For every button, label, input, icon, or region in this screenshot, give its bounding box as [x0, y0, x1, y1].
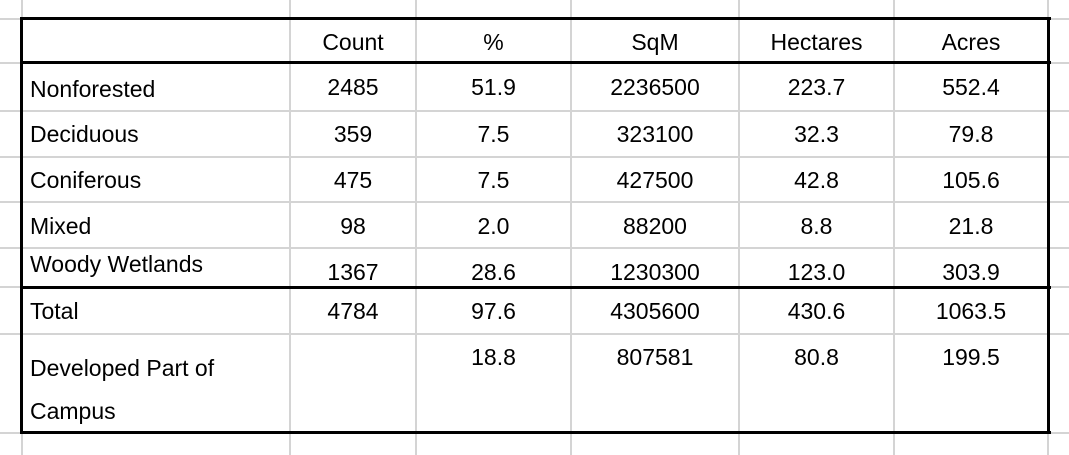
- gridline-horizontal: [0, 247, 1069, 249]
- row-label[interactable]: Deciduous: [30, 121, 139, 147]
- gridline-vertical: [570, 0, 572, 455]
- gridline-horizontal: [0, 110, 1069, 112]
- gridline-horizontal: [0, 333, 1069, 335]
- table-cell[interactable]: 97.6: [471, 298, 516, 324]
- table-cell[interactable]: 79.8: [948, 121, 994, 147]
- row-label[interactable]: Developed Part of Campus: [30, 355, 215, 424]
- gridline-horizontal: [0, 201, 1069, 203]
- table-border-total-top: [20, 286, 1051, 289]
- gridline-vertical: [738, 0, 740, 455]
- table-cell[interactable]: 1063.5: [935, 298, 1007, 324]
- table-border-left: [20, 17, 23, 434]
- table-cell[interactable]: 32.3: [794, 121, 839, 147]
- table-cell[interactable]: 51.9: [471, 74, 516, 100]
- gridline-horizontal: [0, 156, 1069, 158]
- table-cell[interactable]: 18.8: [471, 344, 516, 370]
- table-cell[interactable]: 359: [333, 121, 373, 147]
- column-header[interactable]: Hectares: [770, 29, 863, 55]
- row-label[interactable]: Coniferous: [30, 167, 142, 193]
- row-label[interactable]: Mixed: [30, 213, 92, 239]
- row-label[interactable]: Woody Wetlands: [30, 251, 204, 277]
- column-header[interactable]: SqM: [631, 29, 679, 55]
- table-cell[interactable]: 807581: [616, 344, 694, 370]
- table-cell[interactable]: 4305600: [610, 298, 700, 324]
- table-cell[interactable]: 2485: [327, 74, 379, 100]
- column-header[interactable]: Count: [322, 29, 384, 55]
- table-cell[interactable]: 199.5: [942, 344, 1000, 370]
- table-cell[interactable]: 42.8: [794, 167, 839, 193]
- table-cell[interactable]: 88200: [623, 213, 687, 239]
- table-cell[interactable]: 427500: [616, 167, 694, 193]
- row-label[interactable]: Total: [30, 298, 79, 324]
- table-cell[interactable]: 1230300: [610, 259, 700, 285]
- table-cell[interactable]: 7.5: [477, 121, 510, 147]
- table-cell[interactable]: 123.0: [787, 259, 846, 285]
- table-cell[interactable]: 21.8: [948, 213, 994, 239]
- table-cell[interactable]: 430.6: [787, 298, 846, 324]
- gridline-vertical: [893, 0, 895, 455]
- table-cell[interactable]: 323100: [616, 121, 694, 147]
- table-cell[interactable]: 223.7: [787, 74, 846, 100]
- row-label[interactable]: Nonforested: [30, 76, 156, 102]
- table-cell[interactable]: 98: [340, 213, 366, 239]
- table-cell[interactable]: 303.9: [942, 259, 1000, 285]
- table-border-right: [1047, 17, 1050, 434]
- table-cell[interactable]: 8.8: [800, 213, 833, 239]
- table-cell[interactable]: 105.6: [942, 167, 1000, 193]
- table-cell[interactable]: 1367: [327, 259, 379, 285]
- table-cell[interactable]: 28.6: [471, 259, 516, 285]
- table-cell[interactable]: 80.8: [794, 344, 839, 370]
- table-cell[interactable]: 4784: [327, 298, 379, 324]
- table-cell[interactable]: 552.4: [942, 74, 1000, 100]
- table-cell[interactable]: 475: [333, 167, 373, 193]
- table-cell[interactable]: 7.5: [477, 167, 510, 193]
- column-header[interactable]: Acres: [941, 29, 1001, 55]
- table-cell[interactable]: 2236500: [610, 74, 700, 100]
- table-border-bottom: [20, 431, 1051, 434]
- table-border-top: [20, 17, 1051, 20]
- table-border-header-bottom: [20, 61, 1051, 64]
- column-header[interactable]: %: [483, 29, 504, 55]
- table-cell[interactable]: 2.0: [477, 213, 510, 239]
- gridline-vertical: [289, 0, 291, 455]
- gridline-vertical: [415, 0, 417, 455]
